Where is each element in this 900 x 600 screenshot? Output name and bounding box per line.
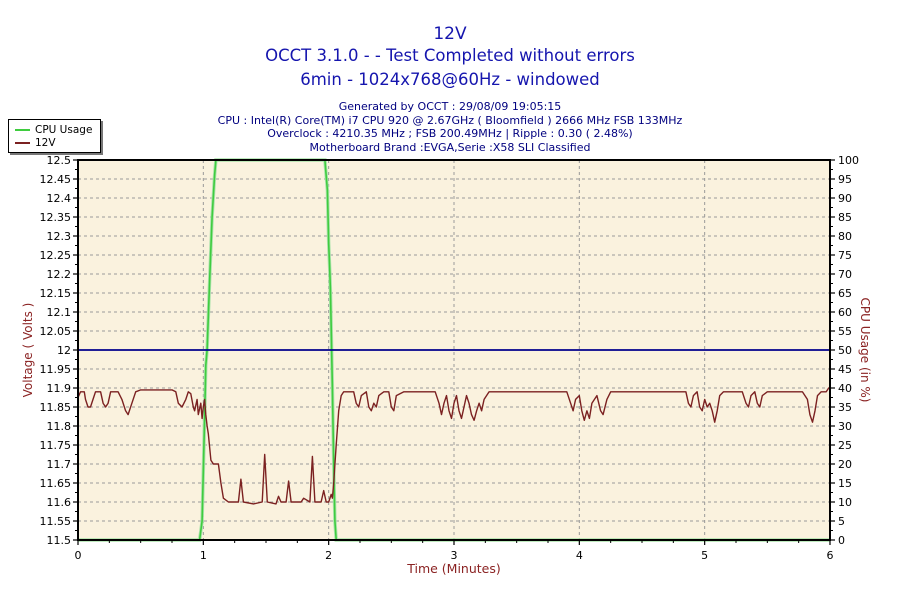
cpu-tick-label: 65 bbox=[838, 287, 852, 300]
cpu-tick-label: 55 bbox=[838, 325, 852, 338]
voltage-tick-label: 12 bbox=[57, 344, 71, 357]
voltage-tick-label: 11.5 bbox=[47, 534, 72, 547]
test-status-line: OCCT 3.1.0 - - Test Completed without er… bbox=[265, 46, 635, 65]
voltage-tick-label: 12.35 bbox=[40, 211, 72, 224]
voltage-tick-label: 12.4 bbox=[47, 192, 72, 205]
voltage-line bbox=[77, 387, 830, 505]
voltage-tick-label: 11.8 bbox=[47, 420, 72, 433]
cpu-tick-label: 75 bbox=[838, 249, 852, 262]
cpu-tick-label: 45 bbox=[838, 363, 852, 376]
cpu-tick-label: 70 bbox=[838, 268, 852, 281]
legend-item-12v: 12V bbox=[15, 136, 92, 149]
time-tick-label: 5 bbox=[701, 549, 708, 562]
cpu-tick-label: 95 bbox=[838, 173, 852, 186]
cpu-tick-label: 10 bbox=[838, 496, 852, 509]
legend-item-cpu-usage: CPU Usage bbox=[15, 123, 92, 136]
time-tick-label: 2 bbox=[325, 549, 332, 562]
voltage-tick-label: 11.9 bbox=[47, 382, 72, 395]
voltage-tick-label: 11.75 bbox=[40, 439, 72, 452]
cpu-tick-label: 35 bbox=[838, 401, 852, 414]
voltage-tick-label: 11.55 bbox=[40, 515, 72, 528]
header: 12V OCCT 3.1.0 - - Test Completed withou… bbox=[0, 0, 900, 154]
voltage-tick-label: 11.6 bbox=[47, 496, 72, 509]
cpu-tick-label: 5 bbox=[838, 515, 845, 528]
test-config-line: 6min - 1024x768@60Hz - windowed bbox=[300, 70, 600, 89]
left-axis-title: Voltage ( Volts ) bbox=[21, 303, 35, 398]
cpu-usage-line-swatch bbox=[15, 128, 30, 131]
voltage-tick-label: 12.25 bbox=[40, 249, 72, 262]
cpu-tick-label: 80 bbox=[838, 230, 852, 243]
cpu-tick-label: 85 bbox=[838, 211, 852, 224]
cpu-tick-label: 20 bbox=[838, 458, 852, 471]
cpu-tick-label: 100 bbox=[838, 154, 859, 167]
time-tick-label: 3 bbox=[451, 549, 458, 562]
voltage-tick-label: 11.95 bbox=[40, 363, 72, 376]
legend-label-cpu-usage: CPU Usage bbox=[35, 123, 93, 136]
cpu-tick-label: 25 bbox=[838, 439, 852, 452]
cpu-tick-label: 90 bbox=[838, 192, 852, 205]
time-tick-label: 1 bbox=[200, 549, 207, 562]
cpu-tick-label: 30 bbox=[838, 420, 852, 433]
cpu-tick-label: 50 bbox=[838, 344, 852, 357]
chart-legend: CPU Usage 12V bbox=[8, 119, 102, 153]
time-tick-label: 4 bbox=[576, 549, 583, 562]
overclock-ripple-line: Overclock : 4210.35 MHz ; FSB 200.49MHz … bbox=[267, 127, 633, 140]
time-tick-label: 0 bbox=[75, 549, 82, 562]
voltage-tick-label: 12.05 bbox=[40, 325, 72, 338]
x-axis-title: Time (Minutes) bbox=[406, 561, 501, 576]
cpu-info-line: CPU : Intel(R) Core(TM) i7 CPU 920 @ 2.6… bbox=[217, 113, 683, 127]
cpu-tick-label: 15 bbox=[838, 477, 852, 490]
voltage-tick-label: 12.45 bbox=[40, 173, 72, 186]
cpu-tick-label: 60 bbox=[838, 306, 852, 319]
time-tick-label: 6 bbox=[827, 549, 834, 562]
voltage-tick-label: 12.2 bbox=[47, 268, 72, 281]
chart-title: 12V bbox=[433, 24, 467, 44]
voltage-tick-label: 12.1 bbox=[47, 306, 72, 319]
voltage-line-swatch bbox=[15, 141, 30, 144]
voltage-tick-label: 11.7 bbox=[47, 458, 72, 471]
cpu-tick-label: 40 bbox=[838, 382, 852, 395]
voltage-tick-label: 11.65 bbox=[40, 477, 72, 490]
cpu-tick-label: 0 bbox=[838, 534, 845, 547]
legend-label-12v: 12V bbox=[35, 136, 56, 149]
right-axis-title: CPU Usage (in %) bbox=[858, 298, 872, 403]
voltage-tick-label: 11.85 bbox=[40, 401, 72, 414]
voltage-tick-label: 12.15 bbox=[40, 287, 72, 300]
voltage-tick-label: 12.5 bbox=[47, 154, 72, 167]
generated-by-line: Generated by OCCT : 29/08/09 19:05:15 bbox=[338, 100, 562, 113]
voltage-tick-label: 12.3 bbox=[47, 230, 72, 243]
system-info-block: Generated by OCCT : 29/08/09 19:05:15 CP… bbox=[0, 100, 900, 154]
motherboard-line: Motherboard Brand :EVGA,Serie :X58 SLI C… bbox=[309, 140, 591, 154]
